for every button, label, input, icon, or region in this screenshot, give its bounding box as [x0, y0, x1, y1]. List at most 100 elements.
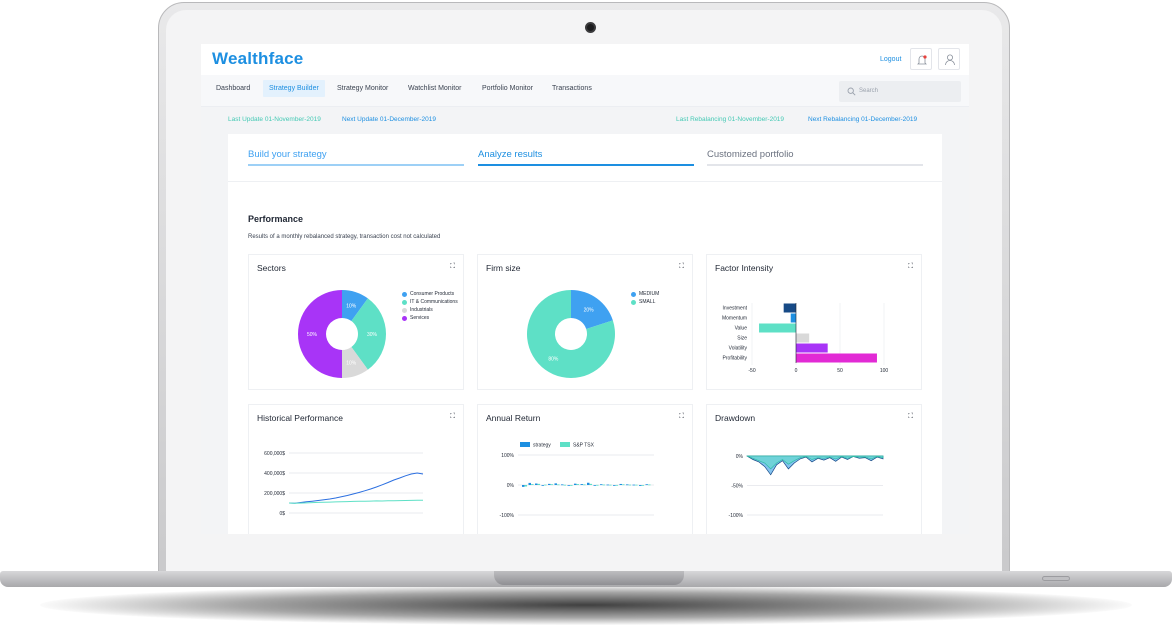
- annual-bar: [632, 484, 635, 486]
- nav-transactions[interactable]: Transactions: [552, 85, 592, 92]
- factor-bar: [796, 343, 828, 353]
- annual-bar: [635, 484, 638, 486]
- y-tick-label: -100%: [500, 513, 515, 519]
- annual-bar: [544, 484, 547, 486]
- drawdown-chart: 0% -50% -100%: [729, 454, 884, 519]
- slice-label: 10%: [346, 303, 357, 309]
- panel-title: Factor Intensity: [715, 263, 774, 273]
- expand-icon[interactable]: ⛶: [908, 413, 913, 420]
- nav-dashboard[interactable]: Dashboard: [216, 85, 251, 92]
- expand-icon[interactable]: ⛶: [450, 413, 455, 420]
- pie-slice: [351, 298, 386, 370]
- legend-swatch: [402, 292, 407, 297]
- search-input[interactable]: Search: [839, 81, 961, 102]
- expand-icon[interactable]: ⛶: [679, 263, 684, 270]
- x-tick-label: 50: [837, 368, 843, 374]
- panel-title: Drawdown: [715, 413, 756, 423]
- annual-bar: [609, 484, 612, 486]
- user-button[interactable]: [938, 48, 960, 70]
- annual-bar: [606, 484, 609, 486]
- sectors-legend: Consumer Products IT & Communications Indu…: [402, 291, 458, 323]
- factor-bar: [759, 323, 796, 333]
- search-icon: [847, 87, 856, 96]
- camera-icon: [585, 22, 596, 33]
- nav-strategy-monitor[interactable]: Strategy Monitor: [337, 85, 389, 92]
- annual-bar: [593, 485, 596, 486]
- annual-bar: [522, 485, 525, 487]
- sectors-donut-chart: 10% 30% 10% 50%: [298, 290, 386, 378]
- legend-label: S&P TSX: [573, 443, 595, 449]
- logout-link[interactable]: Logout: [880, 56, 902, 63]
- expand-icon[interactable]: ⛶: [908, 263, 913, 270]
- strategy-card: Build your strategy Analyze results Cust…: [228, 134, 942, 534]
- annual-bar: [548, 483, 551, 485]
- annual-bar: [600, 484, 603, 486]
- panel-firm-size: Firm size ⛶ 20% 80% MEDIUM SMALL: [477, 254, 693, 390]
- legend-label: SMALL: [639, 299, 656, 305]
- drawdown-area: [746, 455, 884, 470]
- legend-item: IT & Communications: [402, 299, 458, 305]
- slice-label: 10%: [346, 361, 357, 367]
- panel-title: Annual Return: [486, 413, 541, 423]
- panel-title: Sectors: [257, 263, 286, 273]
- category-label: Value: [735, 326, 748, 332]
- nav-strategy-builder[interactable]: Strategy Builder: [263, 80, 325, 97]
- laptop-shadow: [40, 585, 1132, 625]
- pie-slice: [298, 290, 342, 378]
- step-analyze-results[interactable]: Analyze results: [478, 149, 694, 166]
- annual-bar: [596, 484, 599, 486]
- factor-intensity-chart: Investment Momentum Value Size Volatility Pro…: [722, 303, 889, 374]
- annual-bar: [628, 484, 632, 486]
- legend-label: IT & Communications: [410, 299, 458, 305]
- annual-bar: [567, 485, 570, 486]
- legend-swatch: [631, 292, 636, 297]
- y-tick-label: -50%: [731, 483, 743, 489]
- search-placeholder: Search: [859, 88, 879, 94]
- step-customized-portfolio[interactable]: Customized portfolio: [707, 149, 923, 166]
- x-tick-label: 100: [880, 368, 889, 374]
- expand-icon[interactable]: ⛶: [450, 263, 455, 270]
- y-tick-label: -100%: [729, 513, 744, 519]
- nav-watchlist-monitor[interactable]: Watchlist Monitor: [408, 85, 462, 92]
- annual-bar: [645, 484, 648, 486]
- step-underline: [478, 164, 694, 166]
- divider: [228, 181, 942, 182]
- pie-slice: [342, 346, 368, 378]
- step-build-strategy[interactable]: Build your strategy: [248, 149, 464, 166]
- annual-bar: [589, 483, 593, 485]
- y-tick-label: 200,000$: [264, 491, 285, 497]
- brand-logo[interactable]: Wealthface: [212, 49, 304, 68]
- legend-item: Services: [402, 315, 458, 321]
- annual-bar: [576, 484, 580, 485]
- legend-swatch: [402, 300, 407, 305]
- expand-icon[interactable]: ⛶: [679, 413, 684, 420]
- slice-label: 80%: [548, 356, 559, 362]
- x-tick-label: 0: [795, 368, 798, 374]
- legend-label: Services: [410, 315, 430, 321]
- annual-bar: [524, 485, 528, 487]
- legend-label: Industrials: [410, 307, 433, 313]
- step-label: Build your strategy: [248, 149, 327, 160]
- x-tick-label: -50: [748, 368, 755, 374]
- legend-swatch: [402, 316, 407, 321]
- legend-swatch: [520, 442, 530, 447]
- y-tick-label: 0$: [279, 511, 285, 517]
- nav-portfolio-monitor[interactable]: Portfolio Monitor: [482, 85, 533, 92]
- notification-button[interactable]: [910, 48, 932, 70]
- annual-bar: [587, 482, 590, 485]
- annual-bar: [615, 484, 619, 486]
- slice-label: 30%: [367, 332, 378, 338]
- legend-item: MEDIUM: [631, 291, 659, 297]
- legend-label: Consumer Products: [410, 291, 455, 297]
- factor-bar: [796, 353, 877, 363]
- historical-performance-chart: 600,000$ 400,000$ 200,000$ 0$: [264, 451, 424, 517]
- last-update: Last Update 01-November-2019: [228, 116, 321, 123]
- annual-bar: [557, 484, 560, 486]
- category-label: Momentum: [722, 316, 747, 322]
- series-line: [288, 499, 424, 504]
- panel-factor-intensity: Factor Intensity ⛶ Investment Momentum Val…: [706, 254, 922, 390]
- step-label: Analyze results: [478, 149, 543, 160]
- legend-swatch: [631, 300, 636, 305]
- legend-item: Industrials: [402, 307, 458, 313]
- annual-bar: [561, 484, 564, 486]
